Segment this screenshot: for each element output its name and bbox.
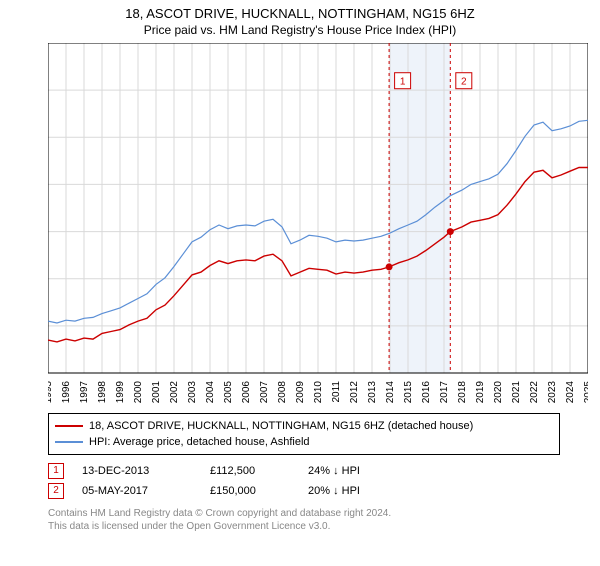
svg-text:2006: 2006 xyxy=(241,381,252,403)
legend-item: 18, ASCOT DRIVE, HUCKNALL, NOTTINGHAM, N… xyxy=(55,418,553,434)
transaction-row: 1 13-DEC-2013 £112,500 24% ↓ HPI xyxy=(48,461,560,481)
svg-text:1: 1 xyxy=(400,77,406,88)
svg-text:2004: 2004 xyxy=(205,381,216,403)
svg-text:2008: 2008 xyxy=(277,381,288,403)
svg-text:2: 2 xyxy=(461,77,467,88)
svg-text:2002: 2002 xyxy=(169,381,180,403)
svg-text:2016: 2016 xyxy=(421,381,432,403)
transaction-marker: 1 xyxy=(48,463,64,479)
legend-swatch xyxy=(55,425,83,427)
svg-text:2015: 2015 xyxy=(403,381,414,403)
legend: 18, ASCOT DRIVE, HUCKNALL, NOTTINGHAM, N… xyxy=(48,413,560,455)
chart-svg: £0£50K£100K£150K£200K£250K£300K£350K1995… xyxy=(48,43,588,403)
transaction-price: £150,000 xyxy=(210,481,290,501)
svg-text:2020: 2020 xyxy=(493,381,504,403)
svg-text:2005: 2005 xyxy=(223,381,234,403)
footer-line-1: Contains HM Land Registry data © Crown c… xyxy=(48,507,560,520)
footer-line-2: This data is licensed under the Open Gov… xyxy=(48,520,560,533)
chart: £0£50K£100K£150K£200K£250K£300K£350K1995… xyxy=(48,43,588,403)
transaction-marker: 2 xyxy=(48,483,64,499)
svg-text:2024: 2024 xyxy=(565,381,576,403)
svg-text:1995: 1995 xyxy=(48,381,54,403)
page-title: 18, ASCOT DRIVE, HUCKNALL, NOTTINGHAM, N… xyxy=(0,6,600,21)
svg-text:2011: 2011 xyxy=(331,381,342,403)
svg-text:2007: 2007 xyxy=(259,381,270,403)
svg-text:1999: 1999 xyxy=(115,381,126,403)
svg-text:2022: 2022 xyxy=(529,381,540,403)
transaction-price: £112,500 xyxy=(210,461,290,481)
svg-text:2023: 2023 xyxy=(547,381,558,403)
legend-label: HPI: Average price, detached house, Ashf… xyxy=(89,434,310,450)
page-subtitle: Price paid vs. HM Land Registry's House … xyxy=(0,23,600,37)
svg-text:2001: 2001 xyxy=(151,381,162,403)
svg-text:2012: 2012 xyxy=(349,381,360,403)
footer: Contains HM Land Registry data © Crown c… xyxy=(48,507,560,533)
svg-text:2010: 2010 xyxy=(313,381,324,403)
svg-text:2003: 2003 xyxy=(187,381,198,403)
transaction-diff: 20% ↓ HPI xyxy=(308,481,398,501)
svg-text:2018: 2018 xyxy=(457,381,468,403)
transaction-row: 2 05-MAY-2017 £150,000 20% ↓ HPI xyxy=(48,481,560,501)
svg-text:2019: 2019 xyxy=(475,381,486,403)
svg-text:2021: 2021 xyxy=(511,381,522,403)
legend-item: HPI: Average price, detached house, Ashf… xyxy=(55,434,553,450)
svg-text:2013: 2013 xyxy=(367,381,378,403)
svg-text:1998: 1998 xyxy=(97,381,108,403)
transaction-diff: 24% ↓ HPI xyxy=(308,461,398,481)
legend-label: 18, ASCOT DRIVE, HUCKNALL, NOTTINGHAM, N… xyxy=(89,418,473,434)
svg-text:2017: 2017 xyxy=(439,381,450,403)
svg-text:1996: 1996 xyxy=(61,381,72,403)
svg-text:1997: 1997 xyxy=(79,381,90,403)
legend-swatch xyxy=(55,441,83,443)
transaction-date: 05-MAY-2017 xyxy=(82,481,192,501)
svg-text:2014: 2014 xyxy=(385,381,396,403)
svg-text:2025: 2025 xyxy=(583,381,588,403)
svg-text:2000: 2000 xyxy=(133,381,144,403)
svg-text:2009: 2009 xyxy=(295,381,306,403)
transactions-table: 1 13-DEC-2013 £112,500 24% ↓ HPI 2 05-MAY-201… xyxy=(48,461,560,501)
transaction-date: 13-DEC-2013 xyxy=(82,461,192,481)
